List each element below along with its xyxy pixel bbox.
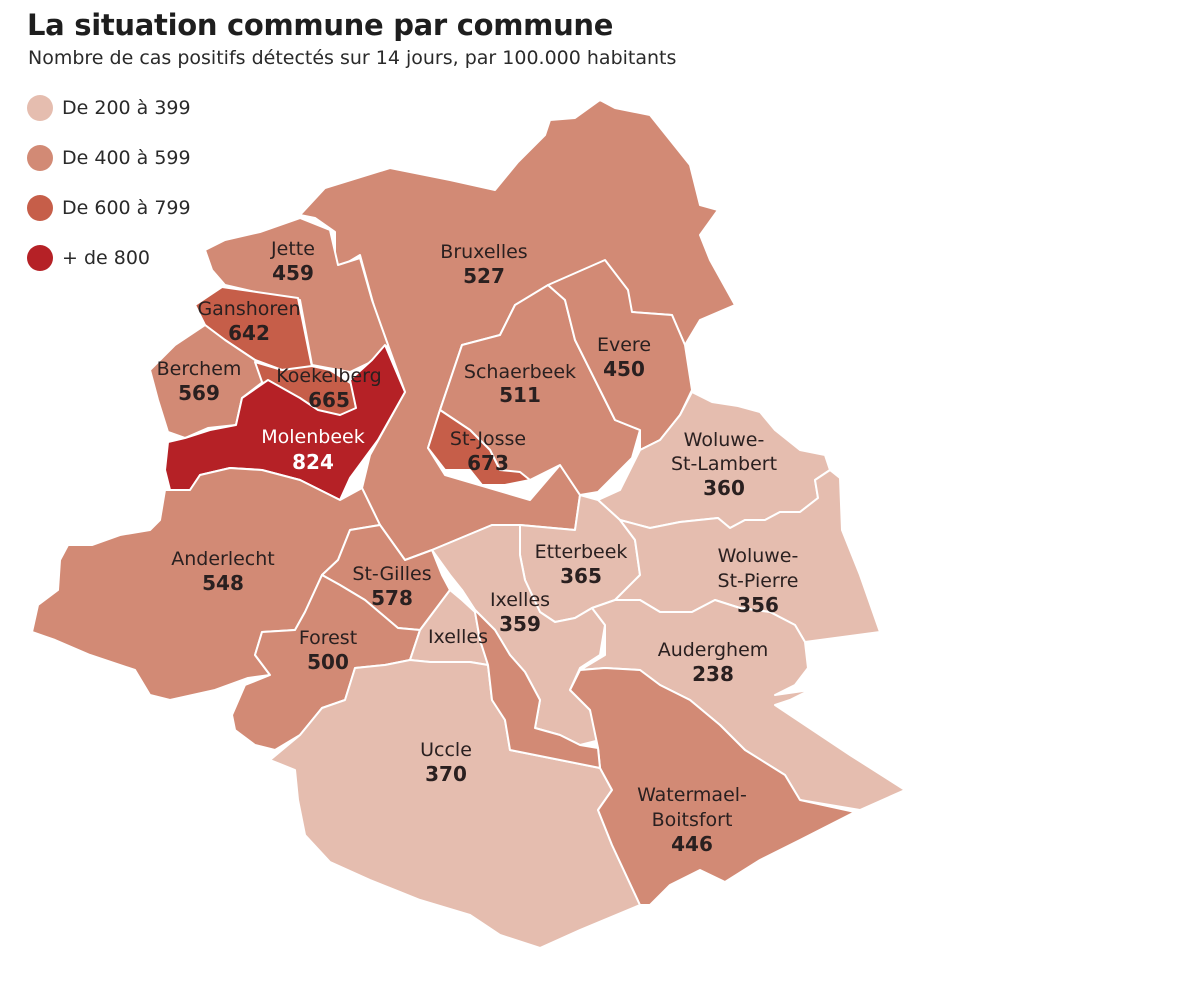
legend-item-800-plus: + de 800 — [27, 245, 191, 271]
label-ganshoren-value: 642 — [228, 321, 270, 345]
legend-item-200-399: De 200 à 399 — [27, 95, 191, 121]
legend-label: De 400 à 599 — [62, 147, 191, 169]
label-woluwe-st-lambert-name-1: Woluwe- — [684, 429, 765, 451]
legend-label: De 600 à 799 — [62, 197, 191, 219]
label-berchem-value: 569 — [178, 381, 220, 405]
label-jette-name: Jette — [270, 238, 315, 260]
legend-item-600-799: De 600 à 799 — [27, 195, 191, 221]
label-woluwe-st-pierre-value: 356 — [737, 593, 779, 617]
commune-corridor[interactable] — [461, 589, 601, 769]
label-etterbeek-value: 365 — [560, 564, 602, 588]
commune-anderlecht[interactable] — [31, 467, 381, 701]
label-schaerbeek-name: Schaerbeek — [464, 361, 576, 383]
legend-item-400-599: De 400 à 599 — [27, 145, 191, 171]
label-stgilles-value: 578 — [371, 586, 413, 610]
label-koekelberg-value: 665 — [308, 388, 350, 412]
label-woluwe-st-lambert-name-2: St-Lambert — [671, 453, 777, 475]
commune-forest[interactable] — [231, 574, 421, 751]
label-anderlecht-value: 548 — [202, 571, 244, 595]
label-ganshoren-name: Ganshoren — [197, 298, 300, 320]
label-stjosse-name: St-Josse — [450, 428, 526, 450]
commune-stjosse[interactable] — [427, 409, 531, 486]
label-stgilles-name: St-Gilles — [352, 563, 431, 585]
label-forest-name: Forest — [299, 627, 357, 649]
legend-swatch — [27, 145, 53, 171]
label-auderghem-value: 238 — [692, 662, 734, 686]
label-woluwe-st-pierre-name-2: St-Pierre — [718, 570, 799, 592]
label-watermael-boitsfort-name-2: Boitsfort — [652, 809, 733, 831]
map-title: La situation commune par commune — [27, 8, 614, 42]
label-bruxelles-value: 527 — [463, 264, 505, 288]
label-woluwe-st-lambert-value: 360 — [703, 476, 745, 500]
label-koekelberg-name: Koekelberg — [276, 365, 381, 387]
label-anderlecht-name: Anderlecht — [171, 548, 275, 570]
label-evere-name: Evere — [597, 334, 651, 356]
label-molenbeek-name: Molenbeek — [261, 426, 364, 448]
legend: De 200 à 399 De 400 à 599 De 600 à 799 +… — [27, 95, 191, 295]
label-woluwe-st-pierre-name-1: Woluwe- — [718, 545, 799, 567]
label-auderghem-name: Auderghem — [658, 639, 769, 661]
label-uccle-value: 370 — [425, 762, 467, 786]
label-bruxelles-name: Bruxelles — [440, 241, 527, 263]
label-ixelles-south-name: Ixelles — [428, 626, 488, 648]
label-schaerbeek-value: 511 — [499, 383, 541, 407]
label-ixelles-value: 359 — [499, 612, 541, 636]
label-molenbeek-value: 824 — [292, 450, 334, 474]
legend-label: + de 800 — [62, 247, 151, 269]
label-watermael-boitsfort-name-1: Watermael- — [637, 784, 747, 806]
legend-swatch — [27, 195, 53, 221]
label-etterbeek-name: Etterbeek — [535, 541, 628, 563]
label-berchem-name: Berchem — [157, 358, 242, 380]
label-watermael-boitsfort-value: 446 — [671, 832, 713, 856]
label-jette-value: 459 — [272, 261, 314, 285]
legend-swatch — [27, 245, 53, 271]
legend-label: De 200 à 399 — [62, 97, 191, 119]
legend-swatch — [27, 95, 53, 121]
label-ixelles-name: Ixelles — [490, 589, 550, 611]
label-uccle-name: Uccle — [420, 739, 472, 761]
label-stjosse-value: 673 — [467, 451, 509, 475]
map-subtitle: Nombre de cas positifs détectés sur 14 j… — [28, 47, 677, 69]
label-forest-value: 500 — [307, 650, 349, 674]
label-evere-value: 450 — [603, 357, 645, 381]
